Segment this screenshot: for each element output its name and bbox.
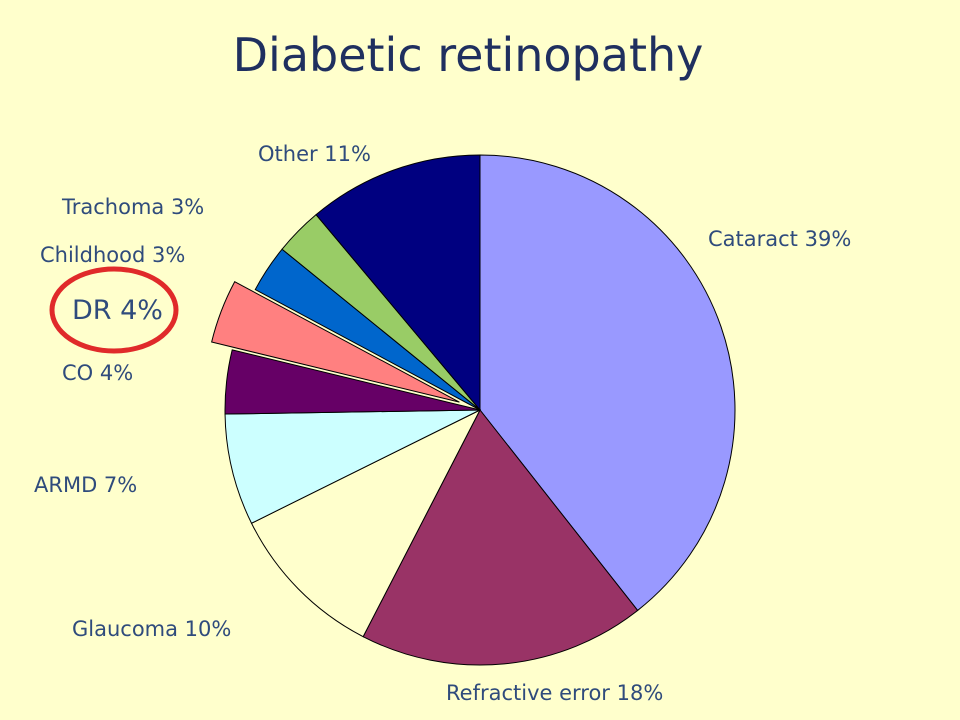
pie-slice-cataract [479,154,736,612]
pie-slice-armd [224,409,481,524]
pie-slice-dr [211,281,460,403]
slice-label-dr: DR 4% [72,295,163,326]
pie-slice-refractive-error [362,409,639,666]
slice-label-glaucoma: Glaucoma 10% [72,617,231,641]
slice-label-armd: ARMD 7% [34,473,137,497]
pie-slice-glaucoma [250,408,482,638]
slice-label-cataract: Cataract 39% [708,227,851,251]
chart-title: Diabetic retinopathy [232,28,704,82]
dr-highlight-circle [49,266,179,354]
slice-label-childhood: Childhood 3% [40,243,185,267]
pie-slice-other [315,154,481,412]
slice-label-co: CO 4% [62,361,133,385]
pie-slice-co [224,349,481,415]
slice-label-trachoma: Trachoma 3% [61,195,204,219]
slice-label-other: Other 11% [258,142,371,166]
slice-label-refractive-error: Refractive error 18% [446,681,663,705]
